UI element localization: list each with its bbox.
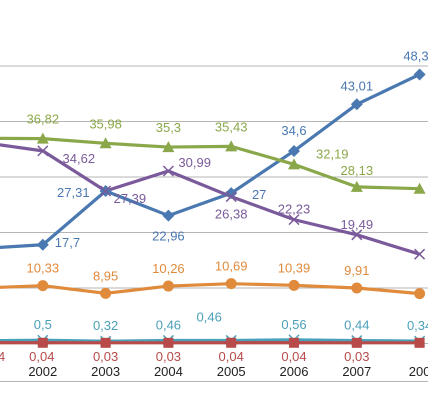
data-point xyxy=(351,229,363,241)
data-point xyxy=(414,248,426,260)
data-label: 10,33 xyxy=(27,261,60,276)
data-point xyxy=(162,280,174,292)
data-label: 35,98 xyxy=(89,116,122,131)
data-point xyxy=(225,191,237,203)
data-point xyxy=(351,337,362,348)
data-label: 0,46 xyxy=(156,317,181,332)
data-label: 10,69 xyxy=(215,259,248,274)
data-label: 0,46 xyxy=(197,309,222,324)
data-point xyxy=(414,288,426,300)
series-markers xyxy=(36,68,426,348)
series-1-line xyxy=(0,136,420,191)
data-point xyxy=(289,337,299,348)
data-label: 34,6 xyxy=(281,123,306,138)
data-label: 35,3 xyxy=(156,120,181,135)
data-label: 27,31 xyxy=(57,185,90,200)
data-point xyxy=(414,337,425,348)
data-point-stroke xyxy=(225,191,237,203)
data-labels: 17,7 27,31 22,96 27 34,6 43,01 48,38 36,82 35,98… xyxy=(0,48,428,363)
data-label: 0,44 xyxy=(344,318,369,333)
data-point-stroke xyxy=(351,229,363,241)
data-label: 43,01 xyxy=(341,78,374,93)
data-label: 22,96 xyxy=(152,229,185,244)
data-label: 0,03 xyxy=(156,349,181,364)
data-point xyxy=(350,98,363,111)
data-label: 10,39 xyxy=(278,260,311,275)
data-label: 0,34 xyxy=(407,318,428,333)
data-label: 22,23 xyxy=(278,202,311,217)
data-point xyxy=(100,287,112,299)
data-label: 0,32 xyxy=(93,318,118,333)
data-label: 17,7 xyxy=(55,235,80,250)
data-point xyxy=(36,132,49,144)
data-point xyxy=(163,337,174,348)
data-point xyxy=(36,238,49,251)
data-point xyxy=(162,165,174,177)
data-label: 9,91 xyxy=(344,263,369,278)
data-point xyxy=(350,180,363,192)
series-0-line xyxy=(0,73,421,250)
x-tick-label: 200 xyxy=(409,364,428,379)
data-point xyxy=(225,187,238,200)
data-label: 0,56 xyxy=(281,317,306,332)
data-label: 0,04 xyxy=(29,349,54,364)
data-label: 48,38 xyxy=(403,48,428,63)
data-label: 27 xyxy=(252,187,266,202)
x-tick-label: 2002 xyxy=(28,364,57,379)
data-point xyxy=(288,279,300,291)
data-point xyxy=(288,144,300,157)
data-label: 30,99 xyxy=(178,155,211,170)
data-label: 0,03 xyxy=(344,349,369,364)
data-label: 26,38 xyxy=(215,207,248,222)
data-point-stroke xyxy=(37,145,49,157)
data-label: 0,04 xyxy=(219,349,244,364)
x-axis-tick-labels: 2002 2003 2004 2005 2006 2007 200 xyxy=(28,364,428,379)
data-point xyxy=(162,209,175,222)
x-tick-label: 2004 xyxy=(154,364,183,379)
series-2-line xyxy=(0,143,421,256)
data-point xyxy=(288,214,300,226)
data-point xyxy=(162,141,175,153)
data-point-stroke xyxy=(100,185,112,197)
data-point xyxy=(351,282,363,294)
data-label: 10,26 xyxy=(152,261,185,276)
series-3-line xyxy=(0,282,420,296)
data-point xyxy=(100,337,111,348)
data-point xyxy=(37,280,49,292)
data-label: 27,39 xyxy=(114,191,147,206)
data-label: 34,62 xyxy=(63,151,96,166)
data-point xyxy=(225,140,238,152)
data-point xyxy=(226,337,237,348)
data-point xyxy=(37,145,49,157)
data-point xyxy=(100,185,112,197)
data-point xyxy=(413,182,426,194)
data-point xyxy=(37,337,48,348)
data-label: 8,95 xyxy=(93,268,118,283)
data-point-stroke xyxy=(414,248,426,260)
data-label: 0,04 xyxy=(281,349,306,364)
x-tick-label: 2007 xyxy=(342,364,371,379)
x-tick-label: 2006 xyxy=(280,364,309,379)
data-point xyxy=(99,137,112,149)
data-label: 36,82 xyxy=(27,112,60,127)
data-label: 28,13 xyxy=(341,163,374,178)
data-label: 32,19 xyxy=(316,146,349,161)
data-point-stroke xyxy=(288,214,300,226)
data-label: 35,43 xyxy=(215,119,248,134)
x-tick-label: 2003 xyxy=(91,364,120,379)
series-4-line xyxy=(0,338,420,343)
data-label: 0,5 xyxy=(34,317,52,332)
series-lines xyxy=(0,73,421,345)
x-tick-label: 2005 xyxy=(217,364,246,379)
data-point xyxy=(288,158,300,170)
data-label: 0,03 xyxy=(93,349,118,364)
data-label: 04 xyxy=(0,349,5,364)
data-point xyxy=(413,68,426,81)
data-point xyxy=(225,278,237,290)
data-point-stroke xyxy=(162,165,174,177)
data-label: 19,49 xyxy=(341,217,374,232)
